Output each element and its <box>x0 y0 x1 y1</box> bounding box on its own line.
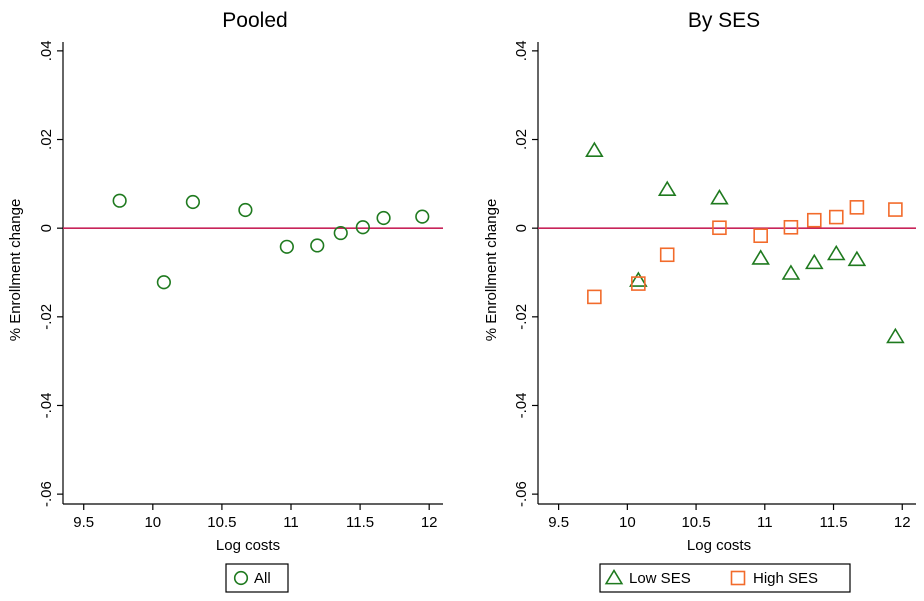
data-point <box>806 212 822 228</box>
data-point <box>783 219 799 235</box>
x-tick-label: 9.5 <box>73 514 94 531</box>
x-tick-label: 11 <box>283 514 299 531</box>
data-point <box>415 209 430 224</box>
data-point <box>355 220 370 235</box>
legend-label: All <box>254 570 271 587</box>
pooled-panel: Pooled Log costs % Enrollment change .04… <box>7 9 443 593</box>
data-point <box>781 264 801 280</box>
legend: All <box>225 563 289 593</box>
x-tick-label: 11.5 <box>346 514 374 531</box>
by-ses-panel: By SES Log costs % Enrollment change .04… <box>483 9 916 593</box>
series-all <box>112 193 430 290</box>
x-tick-label: 10 <box>619 514 636 531</box>
y-tick-label: -.02 <box>513 304 530 330</box>
data-point <box>310 238 325 253</box>
data-point <box>751 249 770 265</box>
y-tick-label: .02 <box>513 129 530 150</box>
legend-marker <box>730 570 746 586</box>
legend-marker <box>604 568 624 585</box>
x-tick-label: 12 <box>894 514 911 531</box>
y-tick-label: -.06 <box>38 481 55 507</box>
data-point <box>631 276 646 291</box>
data-point <box>238 202 253 218</box>
y-tick-label: .04 <box>38 40 55 61</box>
x-tick-label: 10.5 <box>681 514 710 531</box>
data-point <box>376 210 391 226</box>
y-tick-label: -.04 <box>38 393 55 419</box>
data-point <box>112 193 127 208</box>
x-tick-label: 10 <box>144 514 161 531</box>
data-point <box>753 228 768 244</box>
x-tick-label: 11.5 <box>819 514 847 531</box>
series-low-ses <box>585 141 905 344</box>
y-axis-title: % Enrollment change <box>483 199 500 342</box>
y-axis-title: % Enrollment change <box>7 199 24 342</box>
y-tick-label: .02 <box>38 129 55 150</box>
series-high-ses <box>587 200 903 305</box>
data-point <box>804 253 824 270</box>
data-point <box>585 141 604 158</box>
y-tick-label: -.06 <box>513 481 530 507</box>
data-point <box>185 194 200 210</box>
data-point <box>333 225 348 241</box>
data-point <box>587 289 602 305</box>
legend-box <box>225 563 289 593</box>
data-point <box>279 239 294 254</box>
y-tick-label: -.04 <box>513 393 530 419</box>
panel-title: Pooled <box>222 9 287 32</box>
y-tick-label: .04 <box>513 40 530 61</box>
y-tick-label: 0 <box>38 224 55 232</box>
data-point <box>847 250 867 267</box>
data-point <box>710 188 729 205</box>
x-tick-label: 11 <box>757 514 773 531</box>
legend-box <box>599 563 851 593</box>
x-tick-label: 10.5 <box>207 514 236 531</box>
x-axis-title: Log costs <box>216 537 280 554</box>
data-point <box>886 327 905 344</box>
legend-label: High SES <box>753 570 818 587</box>
data-point <box>828 209 844 225</box>
x-tick-label: 9.5 <box>548 514 569 531</box>
data-point <box>849 200 865 215</box>
data-point <box>659 247 675 263</box>
x-axis-title: Log costs <box>687 537 751 554</box>
data-point <box>657 180 677 197</box>
data-point <box>712 220 727 236</box>
panel-title: By SES <box>688 9 760 32</box>
data-point <box>156 275 171 290</box>
legend-label: Low SES <box>629 570 691 587</box>
data-point <box>888 202 903 217</box>
legend: Low SES High SES <box>599 563 851 593</box>
legend-marker <box>233 570 249 586</box>
y-tick-label: 0 <box>513 224 530 232</box>
data-point <box>629 271 648 287</box>
y-tick-label: -.02 <box>38 304 55 330</box>
x-tick-label: 12 <box>421 514 438 531</box>
data-point <box>826 244 846 261</box>
